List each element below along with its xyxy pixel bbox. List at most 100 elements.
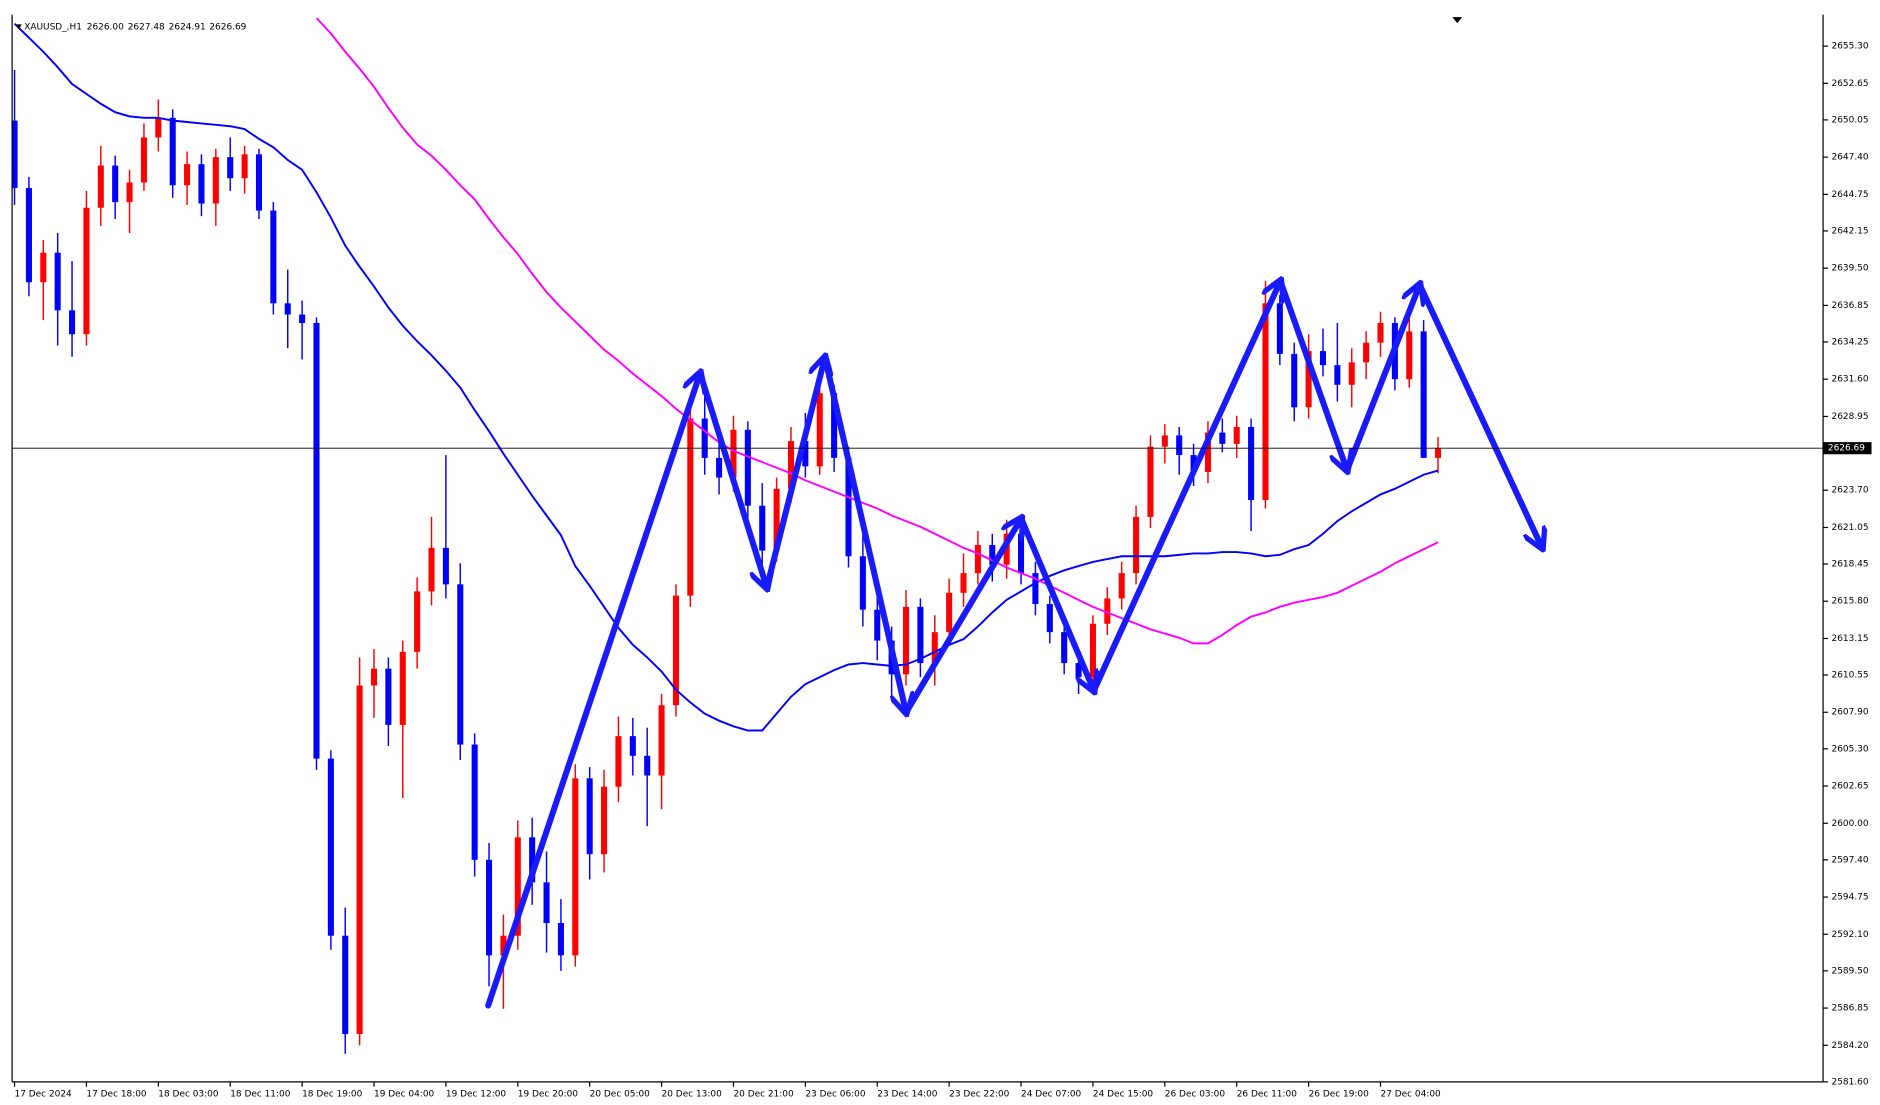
candle-body [1406,331,1413,380]
candle-body [1104,598,1111,624]
candle-body [414,591,421,652]
y-tick-label: 2615.80 [1832,597,1869,607]
candle-body [615,736,622,787]
y-tick-label: 2650.05 [1832,115,1869,125]
y-tick-label: 2613.15 [1832,634,1869,644]
y-tick-label: 2584.20 [1832,1041,1869,1051]
candle-body [327,758,334,936]
candle-body [557,923,564,956]
candle-body [946,592,953,633]
x-tick-label: 18 Dec 19:00 [302,1089,363,1099]
moving-average [13,22,1439,732]
candle-body [845,457,852,557]
candle-body [543,882,550,924]
candle-body [126,182,133,203]
candle-body [342,935,349,1035]
x-tick-label: 20 Dec 05:00 [590,1089,651,1099]
candle-body [140,137,147,183]
x-tick-label: 17 Dec 2024 [15,1089,72,1099]
x-tick-label: 24 Dec 07:00 [1021,1089,1082,1099]
candle-body [299,314,306,323]
y-tick-label: 2600.00 [1832,819,1869,829]
candle-body [97,165,104,208]
candle-body [1305,351,1312,408]
candle-body [1018,533,1025,574]
candle-body [428,547,435,592]
candle-body [1133,516,1140,574]
candle-body [457,584,464,745]
candle-body [730,429,737,478]
y-tick-label: 2636.85 [1832,301,1869,311]
x-tick-label: 26 Dec 11:00 [1237,1089,1298,1099]
y-tick-label: 2634.25 [1832,337,1869,347]
x-tick-label: 26 Dec 03:00 [1165,1089,1226,1099]
close-label: 2626.69 [209,22,246,32]
arrow [903,519,1021,716]
x-tick-label: 26 Dec 19:00 [1309,1089,1370,1099]
candle-body [471,744,478,860]
y-tick-label: 2581.60 [1832,1077,1869,1087]
candle-body [1161,435,1168,447]
menu-triangle [15,24,22,30]
high-label: 2627.48 [128,22,165,32]
y-tick-label: 2594.75 [1832,893,1869,903]
candle-body [974,545,981,574]
candle-body [1003,533,1010,565]
x-tick-label: 18 Dec 11:00 [230,1089,291,1099]
y-tick-label: 2644.75 [1832,190,1869,200]
x-tick-label: 23 Dec 06:00 [805,1089,866,1099]
candle-body [816,393,823,467]
candle-body [385,668,392,725]
x-tick-label: 19 Dec 20:00 [518,1089,579,1099]
y-tick-label: 2597.40 [1832,855,1869,865]
x-tick-label: 19 Dec 04:00 [374,1089,435,1099]
candle-body [1348,362,1355,385]
candle-body [716,457,723,478]
candle-body [672,595,679,706]
y-tick-label: 2623.70 [1832,486,1869,496]
candle-body [1334,365,1341,385]
candle-body [241,154,248,179]
candle-body [270,210,277,304]
candle-body [859,556,866,610]
candle-body [931,632,938,664]
drawn-arrows [485,278,1542,1009]
candle-body [313,322,320,759]
candle-body [917,606,924,664]
candle-body [227,157,234,179]
candle-body [787,441,795,489]
candle-body [500,935,507,956]
y-tick-label: 2647.40 [1832,153,1869,163]
candle-body [198,164,205,204]
candle-body [629,736,636,756]
y-tick-label: 2652.65 [1832,79,1869,89]
y-tick-label: 2642.15 [1832,226,1869,236]
candle-body [184,164,191,186]
candle-body [1276,303,1283,354]
candle-body [486,859,493,956]
y-tick-label: 2610.55 [1832,671,1869,681]
arrow [1018,515,1094,691]
x-tick-label: 17 Dec 18:00 [86,1089,147,1099]
arrow [1416,281,1542,548]
x-tick-label: 18 Dec 03:00 [158,1089,219,1099]
y-tick-label: 2607.90 [1832,708,1869,718]
arrow [1277,278,1347,470]
candle-body [25,188,32,283]
current-price-box [1823,442,1872,455]
candle-body [902,606,910,675]
candle-body [802,441,809,467]
candle-body [1190,455,1197,472]
x-tick-label: 20 Dec 21:00 [733,1089,794,1099]
candle-body [284,303,291,315]
candle-body [83,207,90,335]
candle-body [1262,303,1269,501]
candle-body [356,685,363,1035]
candle-body [572,778,579,956]
x-tick-label: 20 Dec 13:00 [662,1089,723,1099]
candle-body [874,609,881,641]
candle-body [442,547,449,585]
